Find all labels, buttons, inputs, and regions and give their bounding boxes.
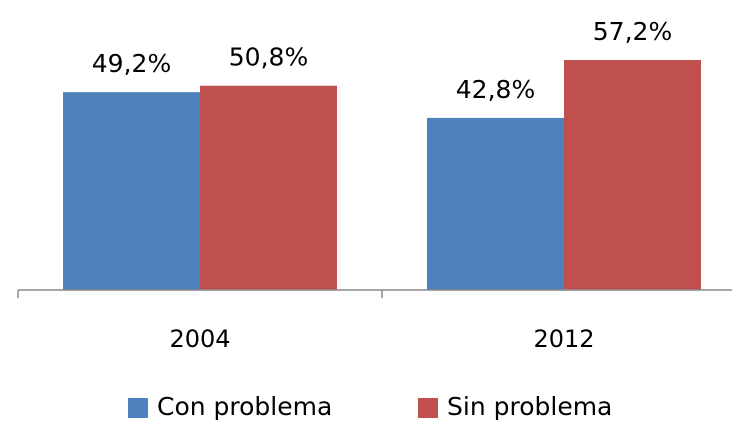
x-tick-label: 2004 [169, 325, 230, 353]
bar [564, 60, 701, 290]
x-tick-label: 2012 [533, 325, 594, 353]
bar [200, 85, 337, 290]
value-label: 49,2% [92, 49, 171, 78]
value-label: 42,8% [456, 75, 535, 104]
legend-label: Con problema [157, 392, 332, 421]
bar [427, 117, 564, 290]
legend-swatch [128, 398, 148, 418]
value-label: 50,8% [229, 43, 308, 72]
legend-swatch [418, 398, 438, 418]
legend-label: Sin problema [447, 392, 612, 421]
value-label: 57,2% [593, 17, 672, 46]
bar [63, 92, 200, 290]
